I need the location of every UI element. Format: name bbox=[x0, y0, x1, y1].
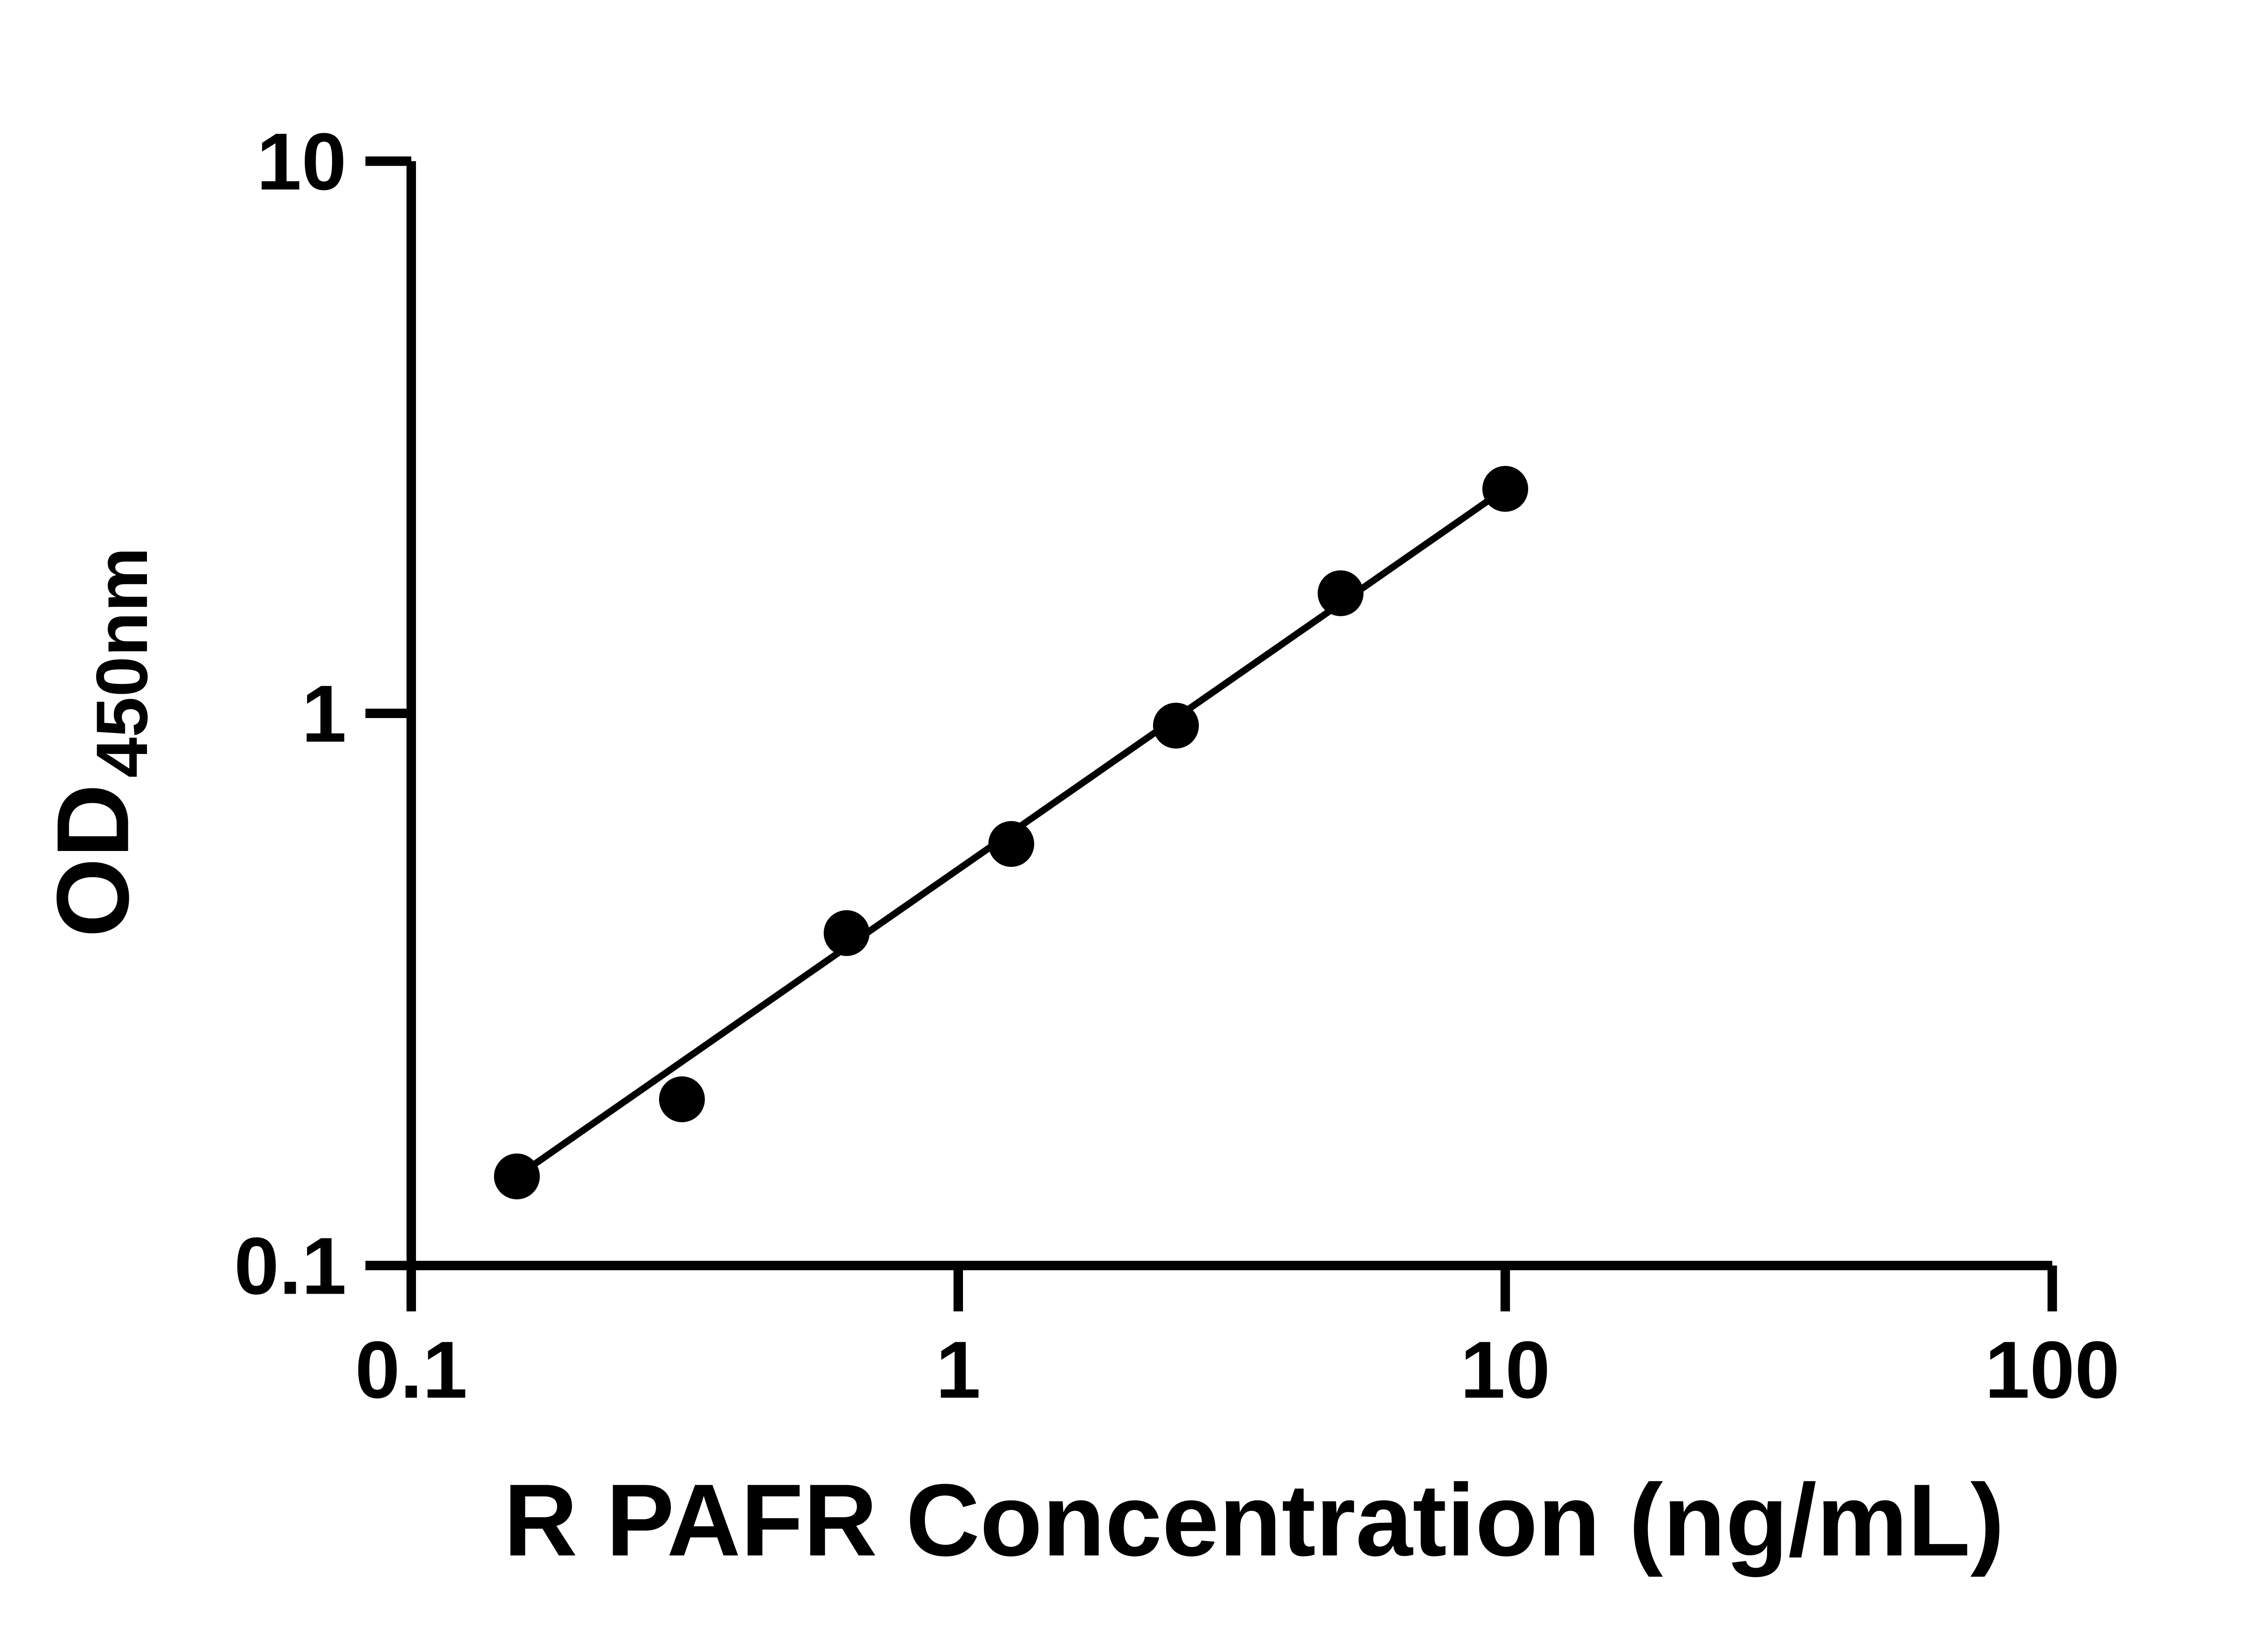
plot-layer: 0.1 1 10 100 0.1 1 10 bbox=[234, 117, 2120, 1415]
data-point bbox=[659, 1076, 705, 1122]
y-axis-title-main: OD bbox=[35, 784, 150, 938]
x-tick-label: 10 bbox=[1460, 1325, 1550, 1415]
data-point bbox=[1317, 570, 1364, 616]
data-point bbox=[494, 1153, 540, 1199]
data-point bbox=[988, 821, 1034, 867]
x-tick-label: 0.1 bbox=[355, 1325, 468, 1415]
x-axis-title: R PAFR Concentration (ng/mL) bbox=[503, 1462, 2004, 1577]
y-axis-title-subscript: 450nm bbox=[82, 547, 163, 778]
data-point bbox=[1153, 703, 1199, 749]
y-tick-label: 0.1 bbox=[234, 1221, 347, 1311]
data-point bbox=[823, 910, 870, 956]
x-tick-label: 1 bbox=[936, 1325, 981, 1415]
y-tick-label: 1 bbox=[302, 669, 347, 759]
x-tick-label: 100 bbox=[1985, 1325, 2120, 1415]
y-tick-label: 10 bbox=[257, 117, 347, 207]
y-axis-title: OD 450nm bbox=[35, 547, 163, 938]
data-point bbox=[1482, 466, 1529, 512]
